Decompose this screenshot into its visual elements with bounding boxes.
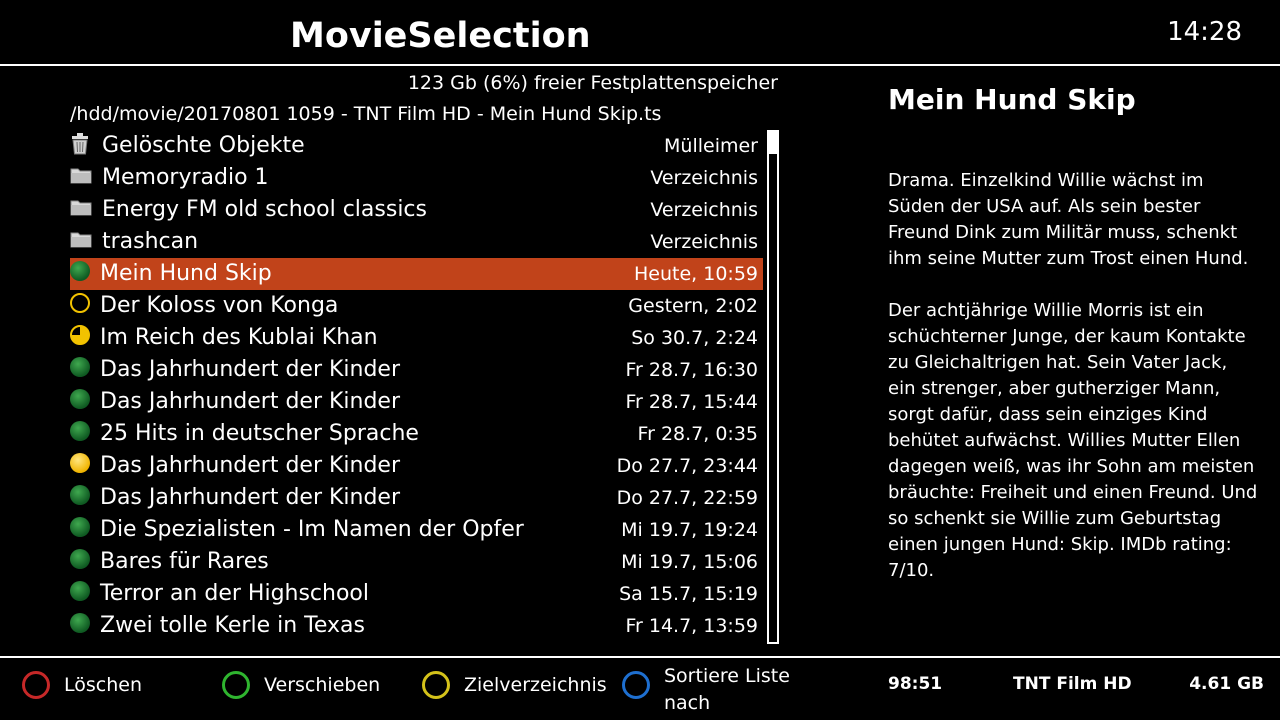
list-item-info: Verzeichnis <box>650 199 758 221</box>
delete-button-label: Löschen <box>64 674 142 696</box>
detail-title: Mein Hund Skip <box>888 83 1136 116</box>
list-item-label: Der Koloss von Konga <box>100 293 339 318</box>
list-item[interactable]: Energy FM old school classics Verzeichnis <box>70 194 763 226</box>
list-item-info: Do 27.7, 23:44 <box>616 455 758 477</box>
green-status-dot-icon <box>70 517 90 537</box>
list-item-label: Das Jahrhundert der Kinder <box>100 453 401 478</box>
list-item-info: Mi 19.7, 15:06 <box>621 551 758 573</box>
list-item-label: Mein Hund Skip <box>100 261 272 286</box>
partial-status-dot-icon <box>70 325 90 345</box>
list-item[interactable]: Bares für Rares Mi 19.7, 15:06 <box>70 546 763 578</box>
list-item-selected[interactable]: Mein Hund Skip Heute, 10:59 <box>70 258 763 290</box>
list-item-label: Die Spezialisten - Im Namen der Opfer <box>100 517 524 542</box>
yellow-button-icon <box>422 671 450 699</box>
list-item-label: Terror an der Highschool <box>100 581 370 606</box>
list-item-info: Fr 28.7, 0:35 <box>637 423 758 445</box>
list-item-label: Das Jahrhundert der Kinder <box>100 485 401 510</box>
clock: 14:28 <box>1167 17 1242 47</box>
list-item[interactable]: Gelöschte Objekte Mülleimer <box>70 130 763 162</box>
list-item[interactable]: Im Reich des Kublai Khan So 30.7, 2:24 <box>70 322 763 354</box>
movie-list[interactable]: Gelöschte Objekte Mülleimer Memoryradio 1 V… <box>70 130 763 642</box>
disk-free-space: 123 Gb (6%) freier Festplattenspeicher <box>407 72 778 94</box>
page-title: MovieSelection <box>290 16 591 56</box>
footer-divider <box>0 656 1280 658</box>
list-item-label: trashcan <box>102 229 199 254</box>
list-item[interactable]: Das Jahrhundert der Kinder Do 27.7, 22:59 <box>70 482 763 514</box>
trash-icon <box>70 133 90 155</box>
green-status-dot-icon <box>70 485 90 505</box>
list-item-info: Do 27.7, 22:59 <box>616 487 758 509</box>
list-item[interactable]: Memoryradio 1 Verzeichnis <box>70 162 763 194</box>
blue-button-icon <box>622 671 650 699</box>
list-item[interactable]: Das Jahrhundert der Kinder Fr 28.7, 16:30 <box>70 354 763 386</box>
list-item-info: Fr 14.7, 13:59 <box>625 615 758 637</box>
list-item-info: Mi 19.7, 19:24 <box>621 519 758 541</box>
detail-description: Drama. Einzelkind Willie wächst im Süden… <box>888 170 1258 581</box>
folder-icon <box>70 229 92 249</box>
recording-channel: TNT Film HD <box>1013 674 1132 694</box>
target-directory-button-label: Zielverzeichnis <box>464 674 607 696</box>
green-status-dot-icon <box>70 613 90 633</box>
list-item-info: Verzeichnis <box>650 167 758 189</box>
list-item-info: So 30.7, 2:24 <box>631 327 758 349</box>
list-item-label: 25 Hits in deutscher Sprache <box>100 421 419 446</box>
folder-icon <box>70 165 92 185</box>
red-button-icon <box>22 671 50 699</box>
empty-status-dot-icon <box>70 293 90 313</box>
list-item-label: Gelöschte Objekte <box>102 133 305 158</box>
list-item-info: Gestern, 2:02 <box>628 295 758 317</box>
green-status-dot-icon <box>70 389 90 409</box>
list-item-label: Energy FM old school classics <box>102 197 427 222</box>
list-item-info: Heute, 10:59 <box>634 263 758 285</box>
list-item[interactable]: Terror an der Highschool Sa 15.7, 15:19 <box>70 578 763 610</box>
list-item[interactable]: Das Jahrhundert der Kinder Do 27.7, 23:44 <box>70 450 763 482</box>
recording-duration: 98:51 <box>888 674 943 694</box>
list-item[interactable]: 25 Hits in deutscher Sprache Fr 28.7, 0:3… <box>70 418 763 450</box>
scrollbar[interactable] <box>767 130 779 644</box>
list-item[interactable]: Die Spezialisten - Im Namen der Opfer Mi … <box>70 514 763 546</box>
list-item[interactable]: Das Jahrhundert der Kinder Fr 28.7, 15:44 <box>70 386 763 418</box>
list-item-label: Das Jahrhundert der Kinder <box>100 389 401 414</box>
list-item[interactable]: Zwei tolle Kerle in Texas Fr 14.7, 13:59 <box>70 610 763 642</box>
green-status-dot-icon <box>70 261 90 281</box>
list-item-label: Bares für Rares <box>100 549 269 574</box>
scrollbar-thumb[interactable] <box>769 132 777 154</box>
list-item-info: Fr 28.7, 16:30 <box>625 359 758 381</box>
header-divider <box>0 64 1280 66</box>
list-item-info: Fr 28.7, 15:44 <box>625 391 758 413</box>
green-status-dot-icon <box>70 581 90 601</box>
green-status-dot-icon <box>70 549 90 569</box>
list-item-info: Verzeichnis <box>650 231 758 253</box>
list-item-label: Zwei tolle Kerle in Texas <box>100 613 365 638</box>
list-item-info: Sa 15.7, 15:19 <box>619 583 758 605</box>
recording-size: 4.61 GB <box>1189 674 1264 694</box>
list-item-label: Memoryradio 1 <box>102 165 269 190</box>
folder-icon <box>70 197 92 217</box>
yellow-status-dot-icon <box>70 453 90 473</box>
green-status-dot-icon <box>70 357 90 377</box>
list-item-info: Mülleimer <box>664 135 758 157</box>
list-item-label: Das Jahrhundert der Kinder <box>100 357 401 382</box>
current-path: /hdd/movie/20170801 1059 - TNT Film HD -… <box>70 103 662 125</box>
move-button-label: Verschieben <box>264 674 381 696</box>
list-item-label: Im Reich des Kublai Khan <box>100 325 378 350</box>
green-status-dot-icon <box>70 421 90 441</box>
list-item[interactable]: Der Koloss von Konga Gestern, 2:02 <box>70 290 763 322</box>
list-item[interactable]: trashcan Verzeichnis <box>70 226 763 258</box>
sort-list-button-label: Sortiere Liste nach <box>664 665 790 714</box>
green-button-icon <box>222 671 250 699</box>
